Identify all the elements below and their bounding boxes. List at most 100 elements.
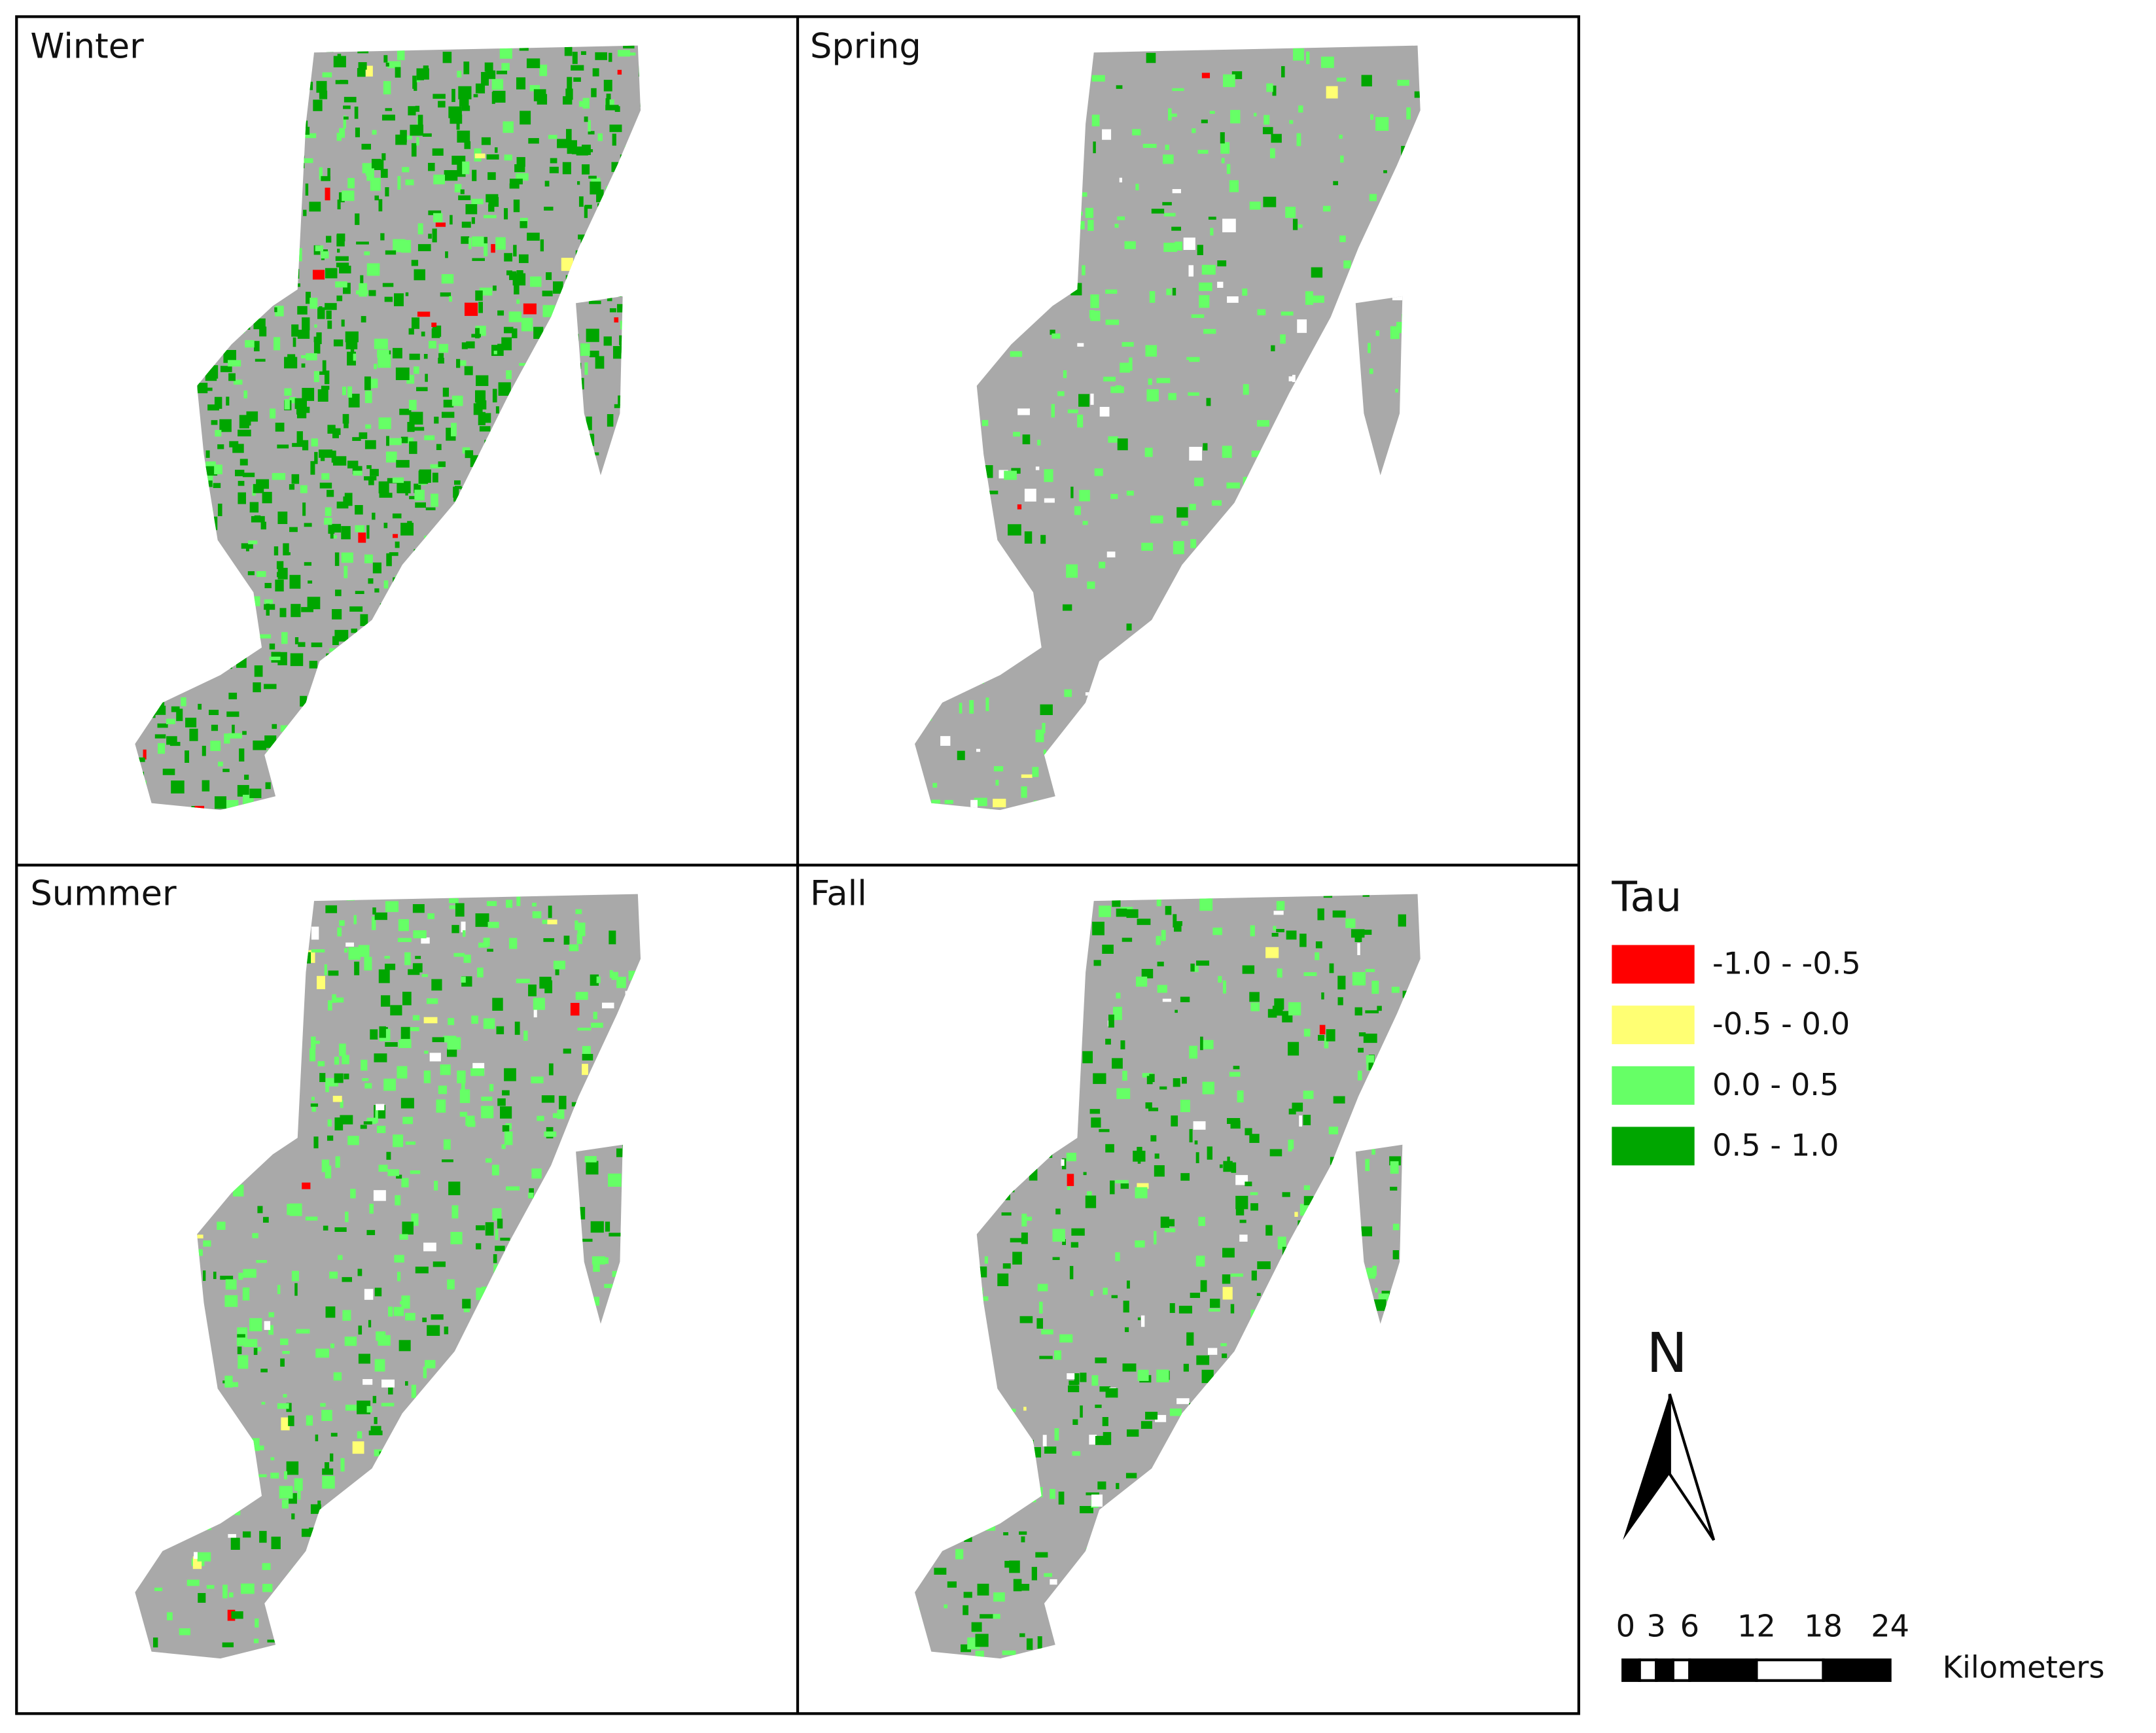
patch (1122, 1633, 1133, 1646)
patch (385, 964, 396, 970)
patch (508, 1466, 516, 1478)
patch (281, 273, 287, 277)
patch (284, 399, 290, 410)
patch (380, 169, 388, 178)
patch (238, 1272, 243, 1280)
patch (625, 230, 635, 243)
patch (422, 133, 432, 137)
patch (204, 1085, 213, 1096)
patch (584, 205, 592, 209)
patch (1309, 1646, 1320, 1659)
patch (518, 463, 522, 470)
patch (494, 1349, 503, 1359)
patch (628, 1366, 635, 1379)
patch (586, 328, 599, 342)
patch (1339, 714, 1349, 720)
gap (1017, 408, 1030, 415)
patch (1150, 516, 1163, 524)
patch (1154, 1165, 1165, 1177)
patch (438, 353, 444, 360)
patch (352, 437, 361, 441)
gap (1131, 1617, 1139, 1620)
patch (1358, 1226, 1373, 1236)
patch (946, 428, 955, 434)
legend-title: Tau (1611, 873, 1682, 921)
patch (595, 52, 607, 60)
patch (415, 956, 421, 959)
patch (647, 958, 657, 969)
patch (271, 1600, 276, 1611)
patch (569, 1241, 583, 1252)
patch (166, 532, 175, 543)
patch (605, 1221, 610, 1232)
patch (363, 1121, 372, 1125)
patch (1254, 113, 1257, 116)
patch (1345, 1392, 1355, 1401)
patch (1288, 1042, 1299, 1056)
patch (610, 722, 614, 727)
patch (139, 313, 151, 326)
patch (923, 269, 927, 282)
patch (385, 1042, 398, 1047)
patch (444, 1378, 452, 1386)
patch (337, 927, 342, 937)
patch (1041, 1329, 1053, 1335)
patch (560, 511, 563, 524)
patch (1072, 1625, 1080, 1631)
patch (1112, 1006, 1122, 1021)
patch (402, 167, 410, 173)
patch (586, 416, 592, 430)
patch (584, 1156, 597, 1163)
patch (915, 1195, 927, 1199)
patch (497, 343, 506, 349)
patch (394, 1255, 404, 1263)
patch (313, 371, 319, 383)
patch (405, 292, 409, 296)
patch (352, 1441, 364, 1454)
patch (442, 1550, 445, 1561)
patch (1071, 740, 1085, 744)
patch (922, 282, 931, 293)
patch (1352, 972, 1366, 986)
patch (1315, 941, 1322, 949)
patch (569, 727, 577, 741)
patch (441, 274, 454, 284)
patch (464, 302, 478, 316)
patch (333, 535, 337, 539)
patch (446, 1634, 457, 1645)
patch (1345, 1503, 1358, 1516)
patch (257, 1347, 262, 1352)
patch (951, 1500, 963, 1513)
patch (998, 220, 1011, 230)
gap (1176, 1398, 1190, 1405)
patch (276, 127, 283, 139)
patch (583, 1653, 589, 1657)
patch (1172, 88, 1184, 92)
patch (135, 809, 148, 811)
patch (456, 676, 463, 681)
patch (474, 153, 486, 158)
patch (1363, 930, 1372, 935)
patch (588, 131, 595, 135)
patch (558, 1095, 567, 1110)
patch (197, 1658, 203, 1659)
patch (470, 674, 483, 685)
patch (1347, 353, 1358, 362)
patch (446, 591, 453, 601)
patch (574, 712, 582, 720)
patch (986, 1422, 1000, 1427)
patch (350, 682, 361, 687)
patch (1002, 1650, 1016, 1655)
patch (493, 1264, 506, 1274)
patch (366, 680, 369, 686)
patch (205, 618, 210, 631)
patch (372, 130, 377, 135)
patch (385, 250, 397, 255)
patch (620, 321, 628, 330)
patch (1406, 107, 1411, 120)
patch (504, 480, 514, 489)
patch (1044, 469, 1053, 482)
patch (1013, 1579, 1022, 1592)
patch (493, 90, 506, 103)
patch (998, 652, 1010, 661)
